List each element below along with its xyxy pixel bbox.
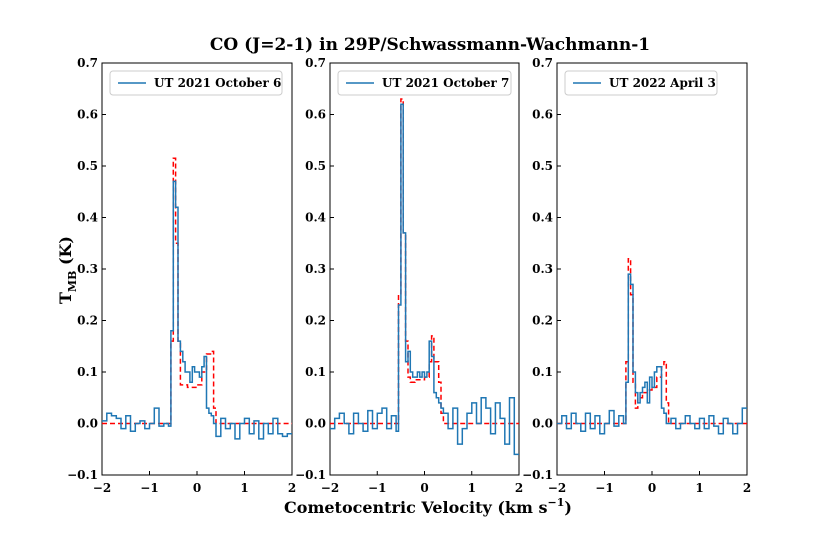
x-tick-label: 2 [288,481,296,495]
legend: UT 2021 October 6 [109,70,283,96]
x-tick-label: 1 [240,481,248,495]
chart-panel-3: −2 −1 0 1 2 −0.1 0.0 0.1 0.2 0.3 0.4 0.5 0.6 0.7 UT 20… [522,56,751,495]
chart-panel-1: −2 −1 0 1 2 −0.1 0.0 0.1 0.2 0.3 0.4 0.5 0.6 0.7 UT 20… [67,56,296,495]
y-axis-label-main: T [56,292,75,304]
y-tick-label: 0.2 [305,314,326,328]
model-series-line [330,98,519,425]
y-tick-label: 0.7 [77,56,98,70]
x-tick-label: 1 [695,481,703,495]
chart-panel-2: −2 −1 0 1 2 −0.1 0.0 0.1 0.2 0.3 0.4 0.5 0.6 0.7 UT 20… [295,56,523,495]
y-tick-label: 0.1 [532,365,553,379]
y-tick-label: −0.1 [295,468,326,482]
y-axis-label-sub: MB [66,271,79,292]
legend-label: UT 2021 October 6 [154,76,281,90]
x-axis-label: Cometocentric Velocity (km s−1) [284,496,572,517]
legend-box [337,70,512,96]
y-tick-label: 0.6 [305,108,326,122]
y-tick-label: 0.4 [305,211,326,225]
x-axis-label-close: ) [564,498,572,517]
y-tick-label: 0.5 [77,159,98,173]
x-tick-label: 0 [193,481,201,495]
x-axis-label-main: Cometocentric Velocity (km s [284,498,547,517]
y-tick-label: 0.2 [532,314,553,328]
legend-label: UT 2021 October 7 [382,76,509,90]
x-tick-label: 0 [420,481,428,495]
y-tick-label: 0.7 [305,56,326,70]
y-axis-label: TMB (K) [56,236,79,304]
legend: UT 2022 April 3 [564,70,718,96]
y-tick-label: 0.7 [532,56,553,70]
legend-box [564,70,718,96]
x-tick-label: −1 [368,481,386,495]
x-tick-label: −2 [93,481,111,495]
x-tick-label: 1 [468,481,476,495]
y-tick-label: 0.4 [532,211,553,225]
y-tick-label: 0.3 [77,262,98,276]
x-axis-label-sup: −1 [548,496,565,509]
observed-series-line [557,273,747,435]
model-series-line [557,257,747,425]
x-tick-label: −2 [321,481,339,495]
y-tick-label: 0.6 [77,108,98,122]
observed-series-line [102,180,292,440]
x-tick-label: 2 [743,481,751,495]
y-tick-label: 0.6 [532,108,553,122]
y-tick-label: 0.0 [532,417,553,431]
y-tick-label: 0.5 [532,159,553,173]
x-tick-label: 0 [648,481,656,495]
y-tick-label: 0.1 [77,365,98,379]
legend-label: UT 2022 April 3 [609,76,716,90]
y-tick-label: 0.2 [77,314,98,328]
legend-box [109,70,283,96]
y-tick-label: 0.3 [305,262,326,276]
x-tick-label: −2 [548,481,566,495]
x-tick-label: −1 [595,481,613,495]
y-tick-label: 0.1 [305,365,326,379]
y-axis-label-unit: (K) [56,236,75,271]
chart-panels: −2 −1 0 1 2−0.10.00.10.20.30.40.50.60.7UT 20… [67,56,751,495]
y-tick-label: 0.3 [532,262,553,276]
y-tick-label: 0.4 [77,211,98,225]
x-tick-label: 2 [515,481,523,495]
observed-series-line [330,103,519,456]
x-tick-label: −1 [140,481,158,495]
y-tick-label: −0.1 [67,468,98,482]
legend: UT 2021 October 7 [337,70,512,96]
y-tick-label: 0.0 [77,417,98,431]
chart-title: CO (J=2-1) in 29P/Schwassmann-Wachmann-1 [210,35,650,55]
y-tick-label: 0.5 [305,159,326,173]
y-tick-label: −0.1 [522,468,553,482]
y-tick-label: 0.0 [305,417,326,431]
